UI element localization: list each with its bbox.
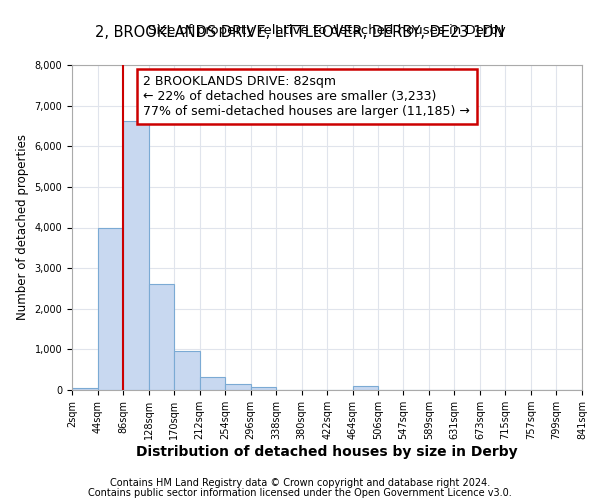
Bar <box>251 387 276 390</box>
X-axis label: Distribution of detached houses by size in Derby: Distribution of detached houses by size … <box>136 445 518 459</box>
Bar <box>98 228 123 390</box>
Y-axis label: Number of detached properties: Number of detached properties <box>16 134 29 320</box>
Bar <box>353 386 379 390</box>
Bar <box>123 121 149 390</box>
Bar <box>225 384 251 390</box>
Text: Contains public sector information licensed under the Open Government Licence v3: Contains public sector information licen… <box>88 488 512 498</box>
Bar <box>149 284 174 390</box>
Text: Contains HM Land Registry data © Crown copyright and database right 2024.: Contains HM Land Registry data © Crown c… <box>110 478 490 488</box>
Bar <box>200 376 225 390</box>
Text: 2 BROOKLANDS DRIVE: 82sqm
← 22% of detached houses are smaller (3,233)
77% of se: 2 BROOKLANDS DRIVE: 82sqm ← 22% of detac… <box>143 74 470 118</box>
Title: Size of property relative to detached houses in Derby: Size of property relative to detached ho… <box>148 24 506 38</box>
Bar <box>72 388 98 390</box>
Bar <box>174 352 200 390</box>
Text: 2, BROOKLANDS DRIVE, LITTLEOVER, DERBY, DE23 1DN: 2, BROOKLANDS DRIVE, LITTLEOVER, DERBY, … <box>95 25 505 40</box>
